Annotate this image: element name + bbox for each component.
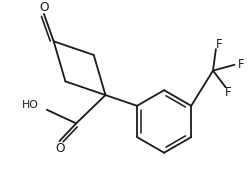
Text: F: F xyxy=(238,58,245,71)
Text: O: O xyxy=(39,1,49,14)
Text: F: F xyxy=(225,86,232,99)
Text: F: F xyxy=(215,38,222,51)
Text: HO: HO xyxy=(22,100,39,110)
Text: O: O xyxy=(56,142,65,155)
